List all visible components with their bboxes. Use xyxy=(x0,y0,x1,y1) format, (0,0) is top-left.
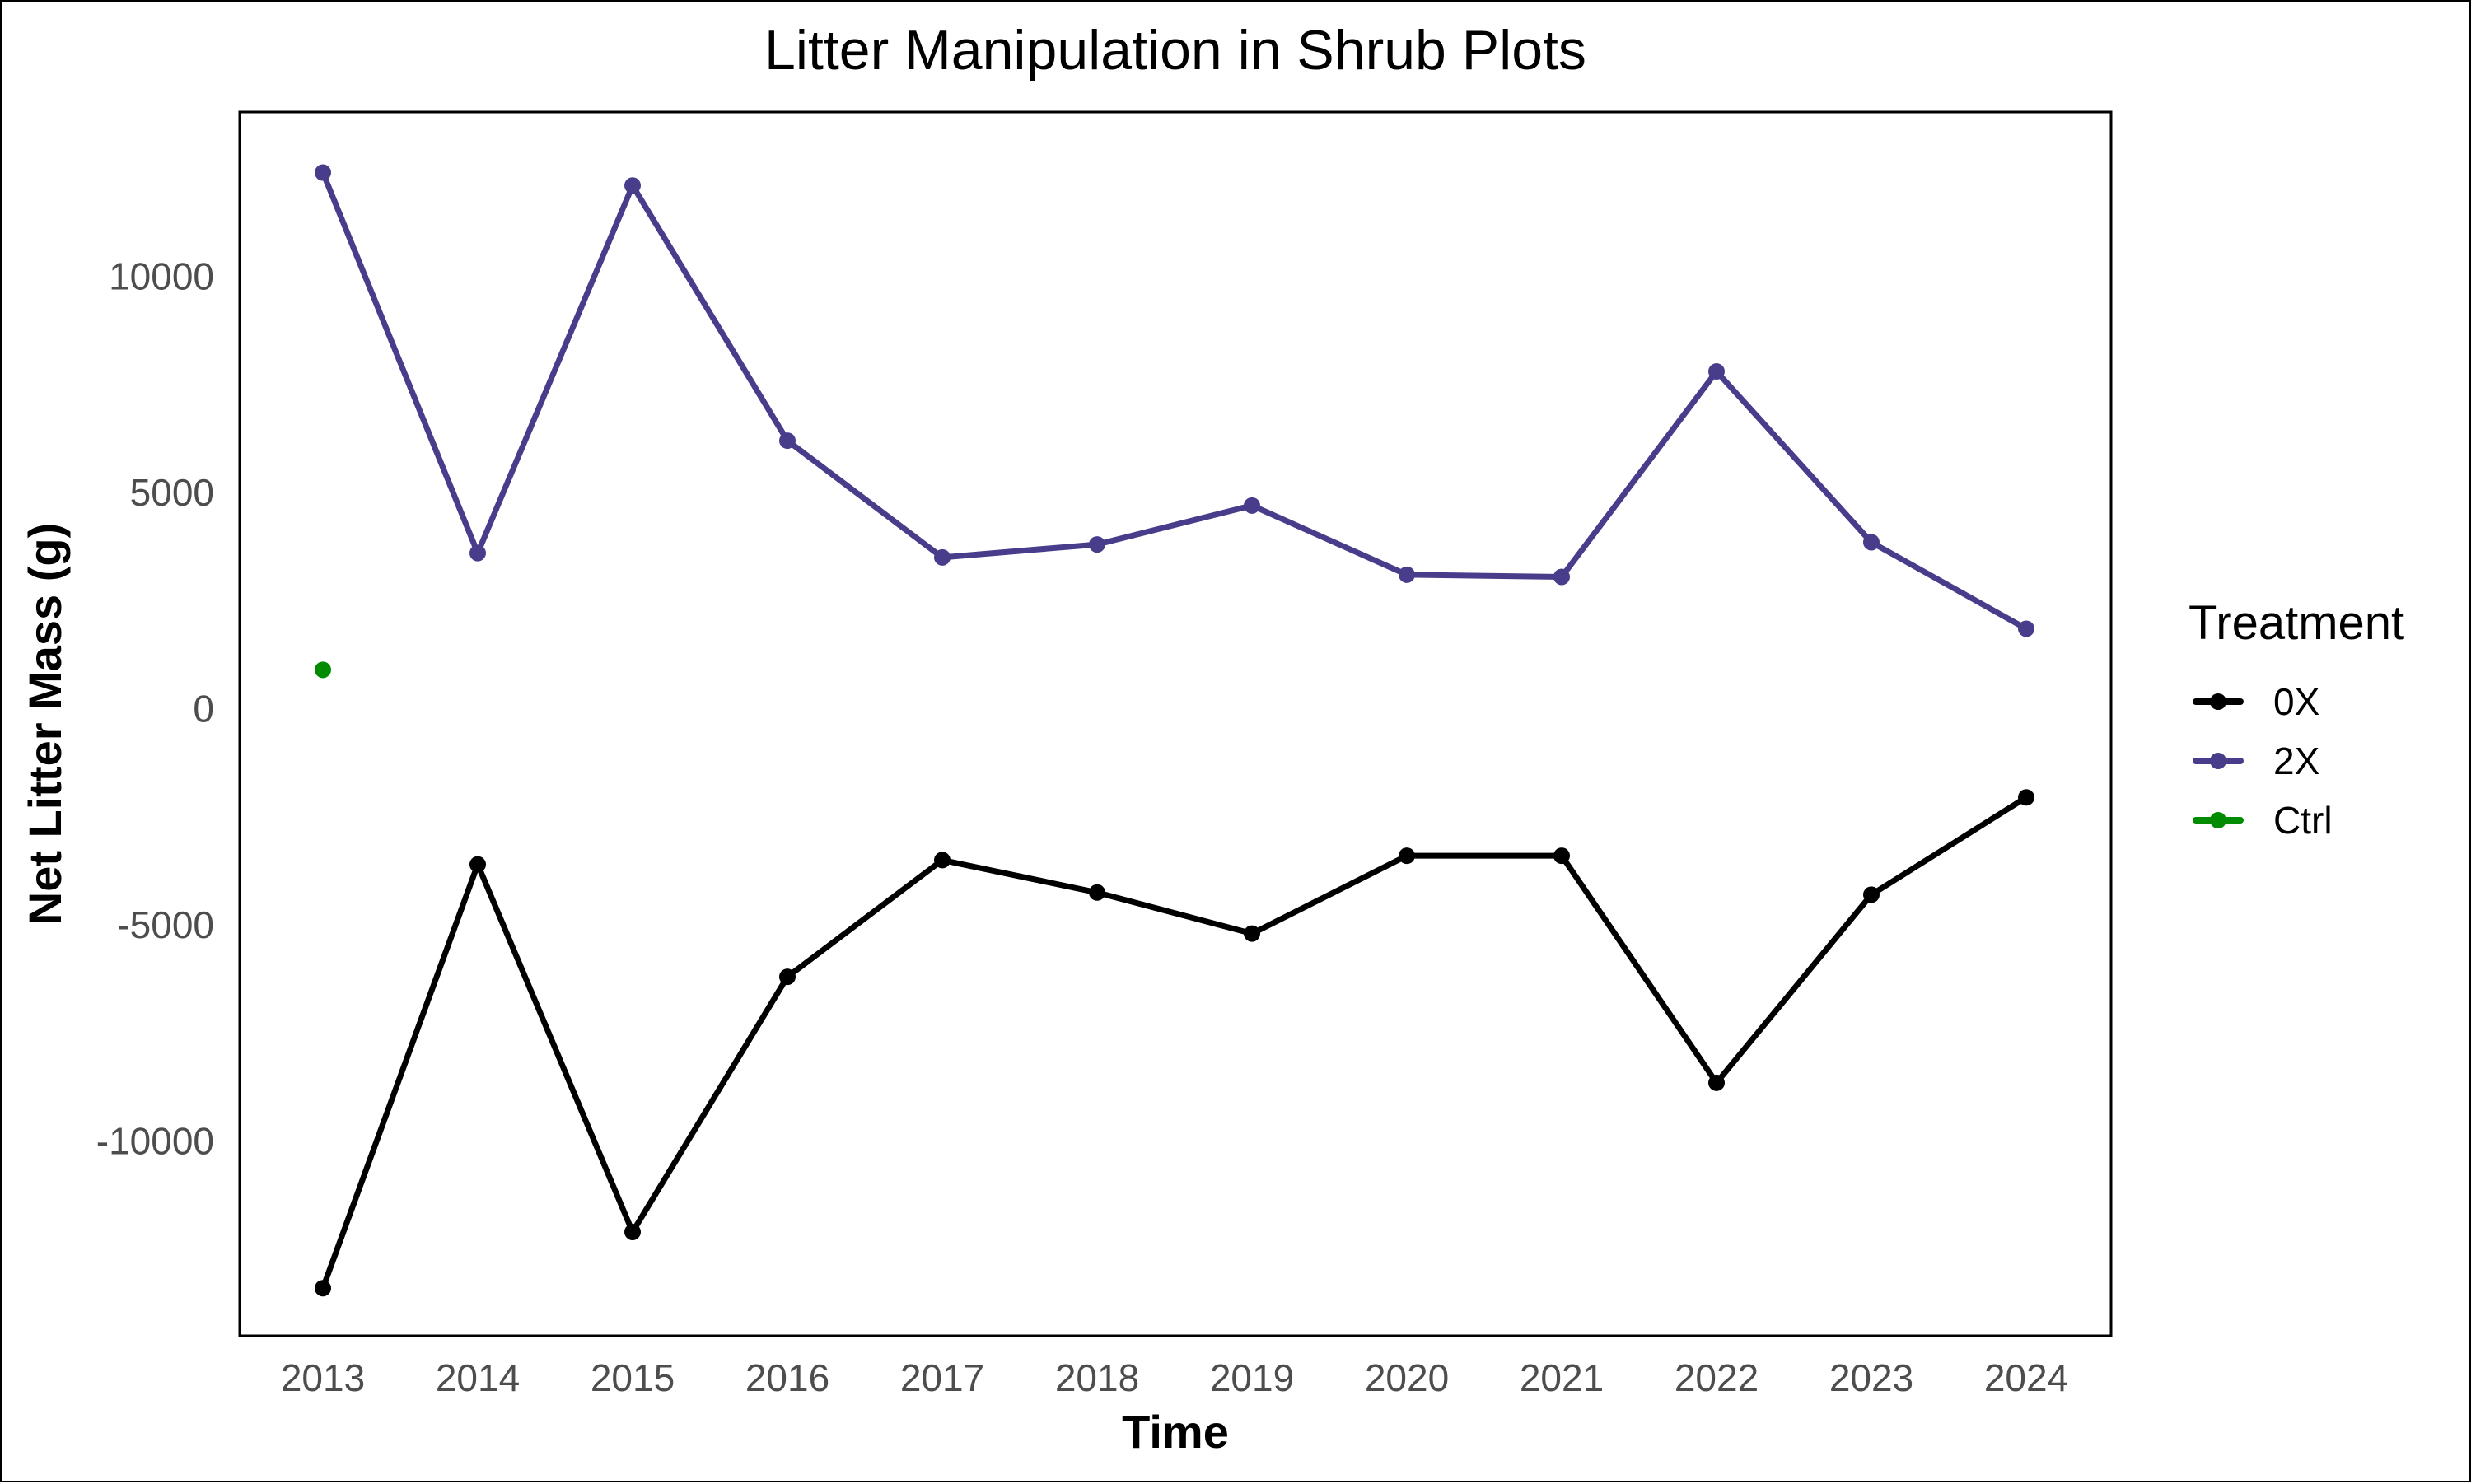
x-tick-label-2015: 2015 xyxy=(591,1356,675,1399)
series-2x xyxy=(315,164,2034,637)
x-axis-ticks: 2013 2014 2015 2016 2017 2018 2019 2020 2021 2022… xyxy=(281,1356,2068,1399)
series-line-0x xyxy=(320,794,2030,1291)
data-point-0x-2024 xyxy=(2018,789,2034,806)
series-layer xyxy=(315,164,2034,1297)
data-point-ctrl-2013 xyxy=(315,661,331,679)
data-point-2x-2022 xyxy=(1708,363,1725,380)
legend: Treatment 0X 2X Ctrl xyxy=(2188,596,2404,842)
x-tick-label-2018: 2018 xyxy=(1055,1356,1139,1399)
x-tick-label-2024: 2024 xyxy=(1984,1356,2068,1399)
data-point-2x-2024 xyxy=(2018,620,2034,637)
data-point-2x-2020 xyxy=(1399,566,1415,583)
series-line-2x xyxy=(320,170,2030,632)
data-point-2x-2015 xyxy=(624,177,641,194)
legend-title: Treatment xyxy=(2188,596,2404,650)
legend-item-2x: 2X xyxy=(2193,740,2319,782)
data-point-2x-2017 xyxy=(934,548,951,566)
x-tick-label-2020: 2020 xyxy=(1365,1356,1449,1399)
y-tick-label-0: 0 xyxy=(193,688,214,730)
data-point-2x-2014 xyxy=(469,544,486,562)
data-point-0x-2013 xyxy=(315,1280,331,1297)
legend-item-ctrl: Ctrl xyxy=(2193,799,2333,842)
x-tick-label-2014: 2014 xyxy=(436,1356,520,1399)
y-axis-title: Net Litter Mass (g) xyxy=(19,523,71,926)
x-tick-label-2022: 2022 xyxy=(1675,1356,1759,1399)
data-point-0x-2016 xyxy=(779,968,796,986)
data-point-0x-2021 xyxy=(1553,847,1570,865)
legend-label-2x: 2X xyxy=(2273,740,2319,782)
legend-label-0x: 0X xyxy=(2273,680,2319,723)
data-point-2x-2016 xyxy=(779,432,796,450)
legend-item-0x: 0X xyxy=(2193,680,2319,723)
data-point-0x-2015 xyxy=(624,1223,641,1240)
x-tick-label-2021: 2021 xyxy=(1520,1356,1604,1399)
data-point-0x-2018 xyxy=(1089,884,1105,901)
y-axis-ticks: -10000 -5000 0 5000 10000 xyxy=(96,255,214,1163)
legend-label-ctrl: Ctrl xyxy=(2273,799,2333,842)
series-ctrl xyxy=(315,661,331,679)
y-tick-label-minus-10000: -10000 xyxy=(96,1120,214,1163)
legend-point-2x xyxy=(2210,753,2226,769)
legend-point-ctrl xyxy=(2210,812,2226,828)
plot-panel xyxy=(238,110,2113,1337)
y-tick-label-minus-5000: -5000 xyxy=(117,903,214,946)
legend-point-0x xyxy=(2210,693,2226,710)
chart-title: Litter Manipulation in Shrub Plots xyxy=(764,19,1586,82)
y-tick-label-5000: 5000 xyxy=(130,471,214,514)
x-tick-label-2013: 2013 xyxy=(281,1356,365,1399)
x-tick-label-2023: 2023 xyxy=(1829,1356,1913,1399)
series-0x xyxy=(315,789,2034,1297)
x-tick-label-2017: 2017 xyxy=(900,1356,984,1399)
x-axis-title: Time xyxy=(1122,1406,1229,1458)
data-point-2x-2018 xyxy=(1089,536,1105,553)
data-point-0x-2020 xyxy=(1399,847,1415,865)
data-point-0x-2023 xyxy=(1863,886,1880,903)
x-tick-label-2019: 2019 xyxy=(1210,1356,1294,1399)
data-point-0x-2019 xyxy=(1244,925,1260,942)
data-point-0x-2022 xyxy=(1708,1074,1725,1091)
legend-items: 0X 2X Ctrl xyxy=(2193,680,2333,842)
data-point-0x-2017 xyxy=(934,852,951,869)
data-point-2x-2013 xyxy=(315,164,331,181)
data-point-2x-2023 xyxy=(1863,534,1880,551)
data-point-2x-2021 xyxy=(1553,568,1570,586)
x-tick-label-2016: 2016 xyxy=(745,1356,829,1399)
data-point-2x-2019 xyxy=(1244,497,1260,514)
data-point-0x-2014 xyxy=(469,856,486,873)
y-tick-label-10000: 10000 xyxy=(109,255,214,298)
